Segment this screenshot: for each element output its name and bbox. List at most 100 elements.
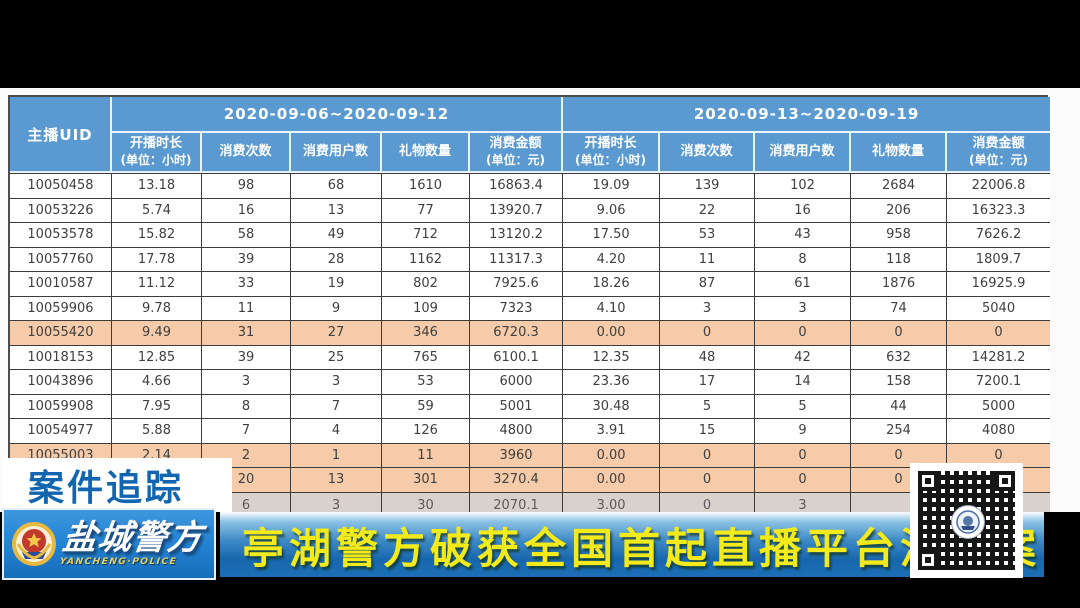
table-row: 10010587 11.12 33 19 802 7925.6 18.26 87 61 1876 1… [10, 272, 1051, 297]
table-cell: 802 [382, 272, 470, 297]
table-cell: 1162 [382, 247, 470, 272]
table-cell: 14 [755, 370, 852, 395]
table-cell: 58 [202, 223, 291, 248]
table-cell: 31 [202, 321, 291, 346]
table-cell: 7 [202, 419, 291, 444]
qr-code [910, 463, 1023, 578]
table-cell: 958 [851, 223, 948, 248]
column-header: 开播时长 (单位：小时) [563, 133, 661, 173]
table-cell: 118 [851, 247, 948, 272]
table-body: 10050458 13.18 98 68 1610 16863.4 19.09 139 102 2… [10, 173, 1051, 512]
qr-finder-icon [918, 471, 938, 491]
table-cell: 0.00 [563, 443, 661, 468]
table-cell: 3 [660, 296, 756, 321]
qr-finder-icon [918, 550, 938, 570]
table-cell: 14281.2 [947, 345, 1051, 370]
yancheng-police-logo: 盐城警方 YANCHENG·POLICE [2, 508, 216, 580]
table-cell: 11 [202, 296, 291, 321]
table-row: 10050458 13.18 98 68 1610 16863.4 19.09 139 102 2… [10, 173, 1051, 199]
table-cell: 13120.2 [470, 223, 564, 248]
table-cell: 6000 [470, 370, 564, 395]
table-cell: 7.95 [112, 394, 202, 419]
table-cell: 206 [851, 198, 948, 223]
table-cell: 5001 [470, 394, 564, 419]
column-header: 消费金额 (单位：元) [470, 133, 564, 173]
table-cell: 11 [660, 247, 756, 272]
table-cell: 0.00 [563, 321, 661, 346]
qr-pattern [918, 471, 1015, 570]
table-cell: 4.20 [563, 247, 661, 272]
table-cell: 0 [755, 468, 852, 493]
table-cell: 712 [382, 223, 470, 248]
table-cell: 11.12 [112, 272, 202, 297]
table-cell: 5.74 [112, 198, 202, 223]
table-cell: 68 [291, 173, 382, 199]
table-cell: 43 [755, 223, 852, 248]
table-cell: 4.10 [563, 296, 661, 321]
table-row: 10055420 9.49 31 27 346 6720.3 0.00 0 0 0 0 [10, 321, 1051, 346]
table-cell: 0 [755, 443, 852, 468]
table-cell: 16 [755, 198, 852, 223]
table-cell: 49 [291, 223, 382, 248]
corner-header: 主播UID [10, 97, 112, 173]
table-cell: 3.91 [563, 419, 661, 444]
table-cell: 1 [291, 443, 382, 468]
table-cell: 0 [660, 443, 756, 468]
table-cell: 102 [755, 173, 852, 199]
table-cell: 8 [202, 394, 291, 419]
table-cell: 39 [202, 247, 291, 272]
table-cell: 0 [947, 321, 1051, 346]
table-cell: 3 [291, 370, 382, 395]
table-cell: 4 [291, 419, 382, 444]
table-cell: 22 [660, 198, 756, 223]
table-cell: 27 [291, 321, 382, 346]
table-row: 10018153 12.85 39 25 765 6100.1 12.35 48 42 632 14… [10, 345, 1051, 370]
table-cell: 10054977 [10, 419, 112, 444]
logo-text: 盐城警方 YANCHENG·POLICE [59, 518, 205, 567]
table-cell: 22006.8 [947, 173, 1051, 199]
table-cell: 19 [291, 272, 382, 297]
table-cell: 16863.4 [470, 173, 564, 199]
table-cell: 6100.1 [470, 345, 564, 370]
table-row: 10059908 7.95 8 7 59 5001 30.48 5 5 44 5000 [10, 394, 1051, 419]
news-headline-ribbon: 亭湖警方破获全国首起直播平台涉赌案 [220, 512, 1044, 577]
table-cell: 126 [382, 419, 470, 444]
table-cell: 346 [382, 321, 470, 346]
table-cell: 5.88 [112, 419, 202, 444]
column-header: 礼物数量 [382, 133, 470, 173]
table-cell: 17.50 [563, 223, 661, 248]
table-cell: 5000 [947, 394, 1051, 419]
table-cell: 12.85 [112, 345, 202, 370]
table-cell: 10050458 [10, 173, 112, 199]
table-cell: 9.78 [112, 296, 202, 321]
table-cell: 0 [755, 321, 852, 346]
table-cell: 13 [291, 198, 382, 223]
table-header: 主播UID 2020-09-06~2020-09-12 2020-09-13~202… [10, 97, 1051, 173]
table-cell: 3 [755, 492, 852, 512]
table-cell: 10057760 [10, 247, 112, 272]
police-badge-icon [12, 522, 56, 566]
case-tracking-box: 案件追踪 [2, 458, 232, 512]
table-cell: 9.06 [563, 198, 661, 223]
table-frame: 主播UID 2020-09-06~2020-09-12 2020-09-13~202… [8, 95, 1051, 512]
table-cell: 53 [660, 223, 756, 248]
table-cell: 765 [382, 345, 470, 370]
table-cell: 8 [755, 247, 852, 272]
table-cell: 1876 [851, 272, 948, 297]
column-header: 消费金额 (单位：元) [947, 133, 1051, 173]
table-cell: 2684 [851, 173, 948, 199]
table-row: 10057760 17.78 39 28 1162 11317.3 4.20 11 8 118 18… [10, 247, 1051, 272]
table-cell: 74 [851, 296, 948, 321]
consumption-table: 主播UID 2020-09-06~2020-09-12 2020-09-13~202… [10, 97, 1051, 512]
table-cell: 13 [291, 468, 382, 493]
table-cell: 0 [851, 443, 948, 468]
table-cell: 53 [382, 370, 470, 395]
table-row: 10053226 5.74 16 13 77 13920.7 9.06 22 16 206 1632… [10, 198, 1051, 223]
logo-subtitle: YANCHENG·POLICE [59, 557, 178, 567]
table-cell: 3270.4 [470, 468, 564, 493]
table-cell: 10059906 [10, 296, 112, 321]
table-cell: 3960 [470, 443, 564, 468]
table-cell: 16323.3 [947, 198, 1051, 223]
table-cell: 30.48 [563, 394, 661, 419]
